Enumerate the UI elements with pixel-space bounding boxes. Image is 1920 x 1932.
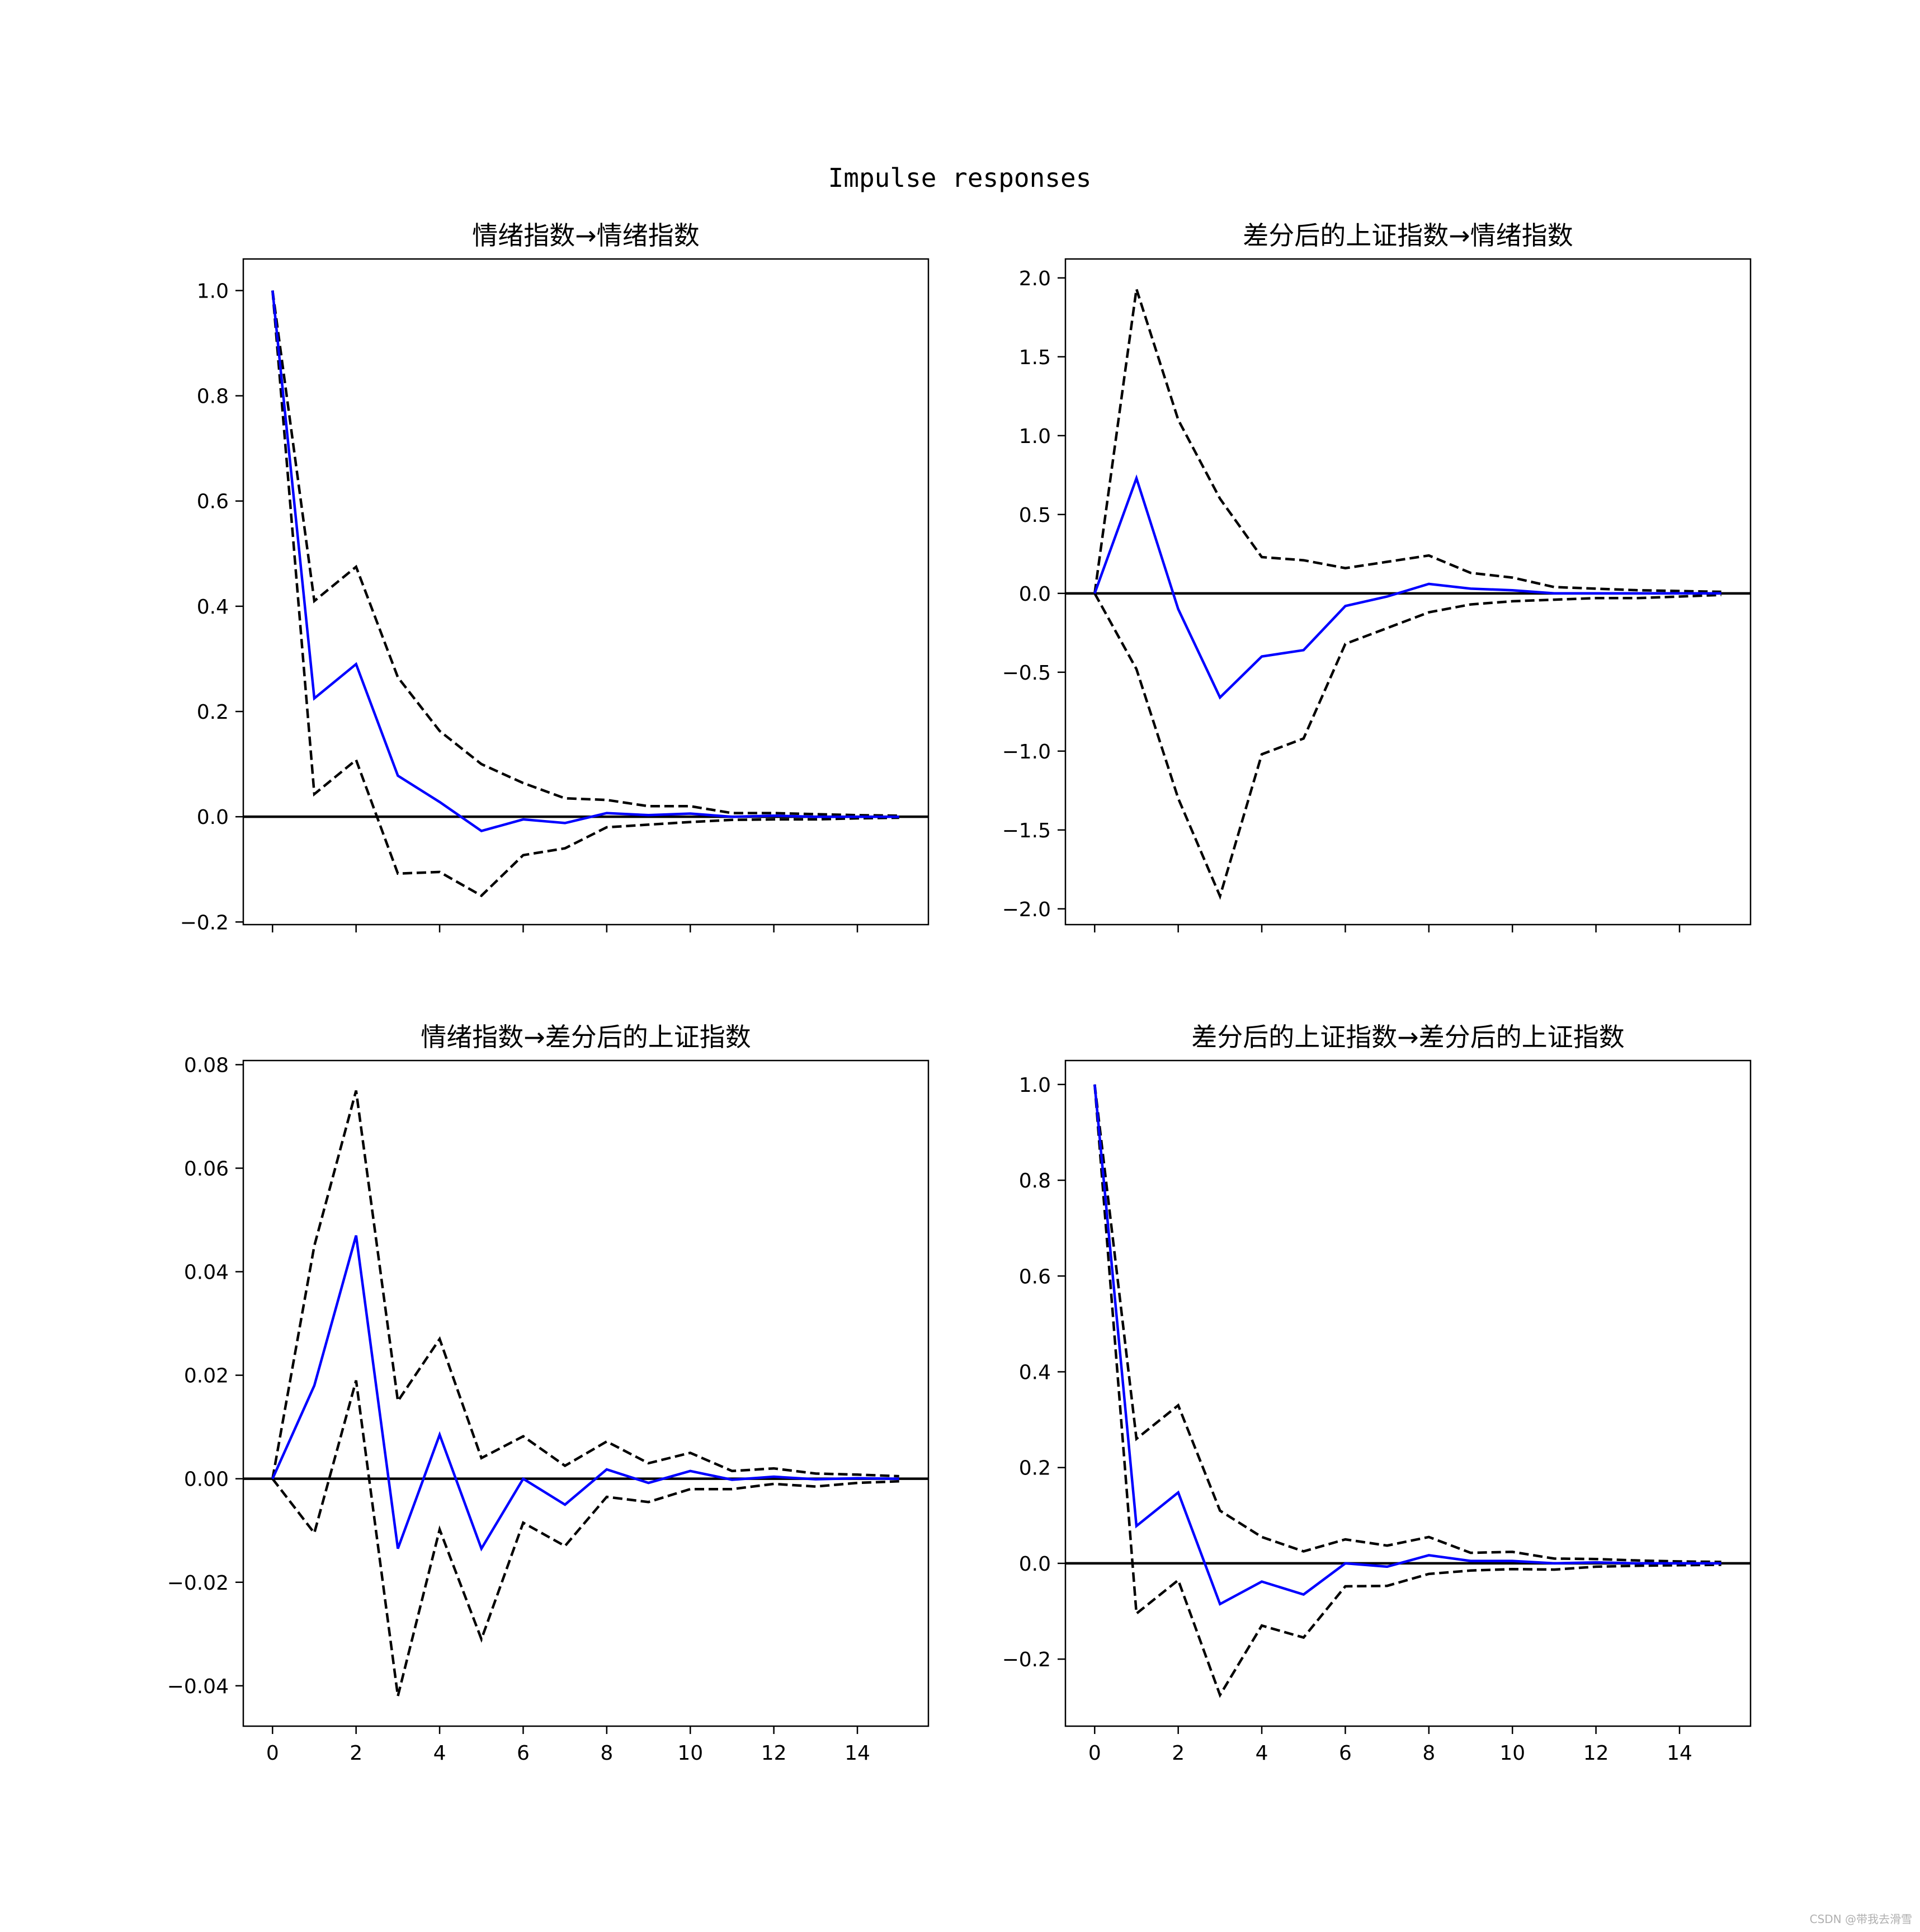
y-tick-label: −0.2 xyxy=(180,911,229,934)
series-upper-line xyxy=(1093,1084,1721,1563)
y-tick-label: −1.0 xyxy=(1002,741,1051,764)
series-response-line xyxy=(1093,1084,1721,1606)
y-tick-label: −0.04 xyxy=(167,1675,229,1698)
x-tick-label: 4 xyxy=(433,1742,446,1765)
subplot-title: 差分后的上证指数→差分后的上证指数 xyxy=(1191,1022,1625,1052)
subplot-1: 情绪指数→情绪指数 −0.2 0.0 0.2 0.4 0.6 0.8 1.0 xyxy=(180,220,930,934)
y-tick-label: 0.06 xyxy=(184,1157,229,1180)
axes-frame xyxy=(1064,258,1752,926)
y-tick-label: 0.2 xyxy=(197,701,229,724)
x-tick-label: 8 xyxy=(1422,1742,1435,1765)
y-tick-label: 0.2 xyxy=(1019,1457,1051,1480)
subplot-4: 差分后的上证指数→差分后的上证指数 −0.2 0.0 0.2 0.4 0.6 0.8 1.0 0… xyxy=(1002,1022,1752,1765)
x-tick-label: 14 xyxy=(1667,1742,1692,1765)
subplot-title: 情绪指数→情绪指数 xyxy=(472,220,700,251)
y-tick-label: 0.8 xyxy=(1019,1170,1051,1193)
series-response-line xyxy=(271,290,899,833)
series-upper-line xyxy=(1093,288,1721,594)
x-tick-label: 6 xyxy=(1339,1742,1352,1765)
y-tick-label: 2.0 xyxy=(1019,267,1051,290)
series-upper-line xyxy=(271,1090,899,1479)
y-tick-label: 1.5 xyxy=(1019,346,1051,369)
series-upper-line xyxy=(271,290,899,817)
x-tick-label: 10 xyxy=(677,1742,703,1765)
y-tick-label: 0.5 xyxy=(1019,504,1051,527)
x-tick-label: 2 xyxy=(350,1742,362,1765)
y-tick-label: 1.0 xyxy=(197,280,229,303)
figure-title: Impulse responses xyxy=(828,163,1092,193)
series-lower-line xyxy=(271,1380,899,1697)
y-tick-label: 0.04 xyxy=(184,1261,229,1284)
subplot-grid: 情绪指数→情绪指数−0.20.00.20.40.60.81.0差分后的上证指数→… xyxy=(167,220,1752,1765)
y-tick-label: 0.0 xyxy=(197,806,229,829)
y-tick-label: 1.0 xyxy=(1019,425,1051,448)
x-tick-label: 14 xyxy=(845,1742,870,1765)
subplot-title: 差分后的上证指数→情绪指数 xyxy=(1243,220,1573,251)
subplot-3: 情绪指数→差分后的上证指数 −0.04 −0.02 0.00 0.02 0.04 0.06 0… xyxy=(167,1022,930,1765)
y-tick-label: −1.5 xyxy=(1002,819,1051,842)
series-lower-line xyxy=(271,290,899,898)
plot-area xyxy=(243,290,928,898)
y-tick-label: −0.2 xyxy=(1002,1648,1051,1671)
subplot-title: 情绪指数→差分后的上证指数 xyxy=(421,1022,751,1052)
y-tick-label: 0.6 xyxy=(1019,1265,1051,1288)
plot-area xyxy=(1065,1084,1751,1698)
x-tick-label: 8 xyxy=(600,1742,613,1765)
axes-frame xyxy=(242,1059,930,1727)
x-tick-label: 6 xyxy=(517,1742,530,1765)
plot-area xyxy=(243,1090,928,1697)
y-tick-label: 0.0 xyxy=(1019,583,1051,606)
y-tick-label: −0.02 xyxy=(167,1572,229,1595)
axes-frame xyxy=(1064,1059,1752,1727)
axes-frame xyxy=(242,258,930,926)
series-lower-line xyxy=(1093,592,1721,900)
series-lower-line xyxy=(1093,1084,1721,1698)
y-tick-label: 0.6 xyxy=(197,491,229,513)
watermark: CSDN @带我去滑雪 xyxy=(1809,1912,1912,1926)
x-tick-label: 4 xyxy=(1256,1742,1268,1765)
y-tick-label: 0.4 xyxy=(1019,1361,1051,1384)
y-tick-label: 0.4 xyxy=(197,596,229,619)
y-tick-label: 0.02 xyxy=(184,1365,229,1388)
plot-area xyxy=(1065,288,1751,900)
x-tick-label: 12 xyxy=(761,1742,787,1765)
y-tick-label: −2.0 xyxy=(1002,898,1051,921)
series-response-line xyxy=(1093,474,1721,700)
y-tick-label: 0.8 xyxy=(197,385,229,408)
x-tick-label: 0 xyxy=(1088,1742,1101,1765)
x-tick-label: 12 xyxy=(1583,1742,1609,1765)
y-tick-label: 0.00 xyxy=(184,1468,229,1491)
x-tick-label: 0 xyxy=(266,1742,279,1765)
y-tick-label: −0.5 xyxy=(1002,662,1051,685)
subplot-2: 差分后的上证指数→情绪指数 −2.0 −1.5 −1.0 −0.5 0.0 0.5 1.0 1.… xyxy=(1002,220,1752,932)
series-response-line xyxy=(271,1235,899,1552)
y-tick-label: 1.0 xyxy=(1019,1074,1051,1097)
y-tick-label: 0.08 xyxy=(184,1054,229,1077)
y-tick-label: 0.0 xyxy=(1019,1553,1051,1576)
x-tick-label: 10 xyxy=(1499,1742,1525,1765)
x-tick-label: 2 xyxy=(1172,1742,1185,1765)
